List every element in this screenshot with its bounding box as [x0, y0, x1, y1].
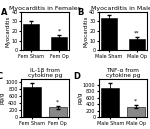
- Bar: [51, 37, 67, 50]
- Bar: [101, 88, 119, 117]
- Text: B: B: [77, 8, 83, 17]
- Title: TNF-α from
cytokine pg: TNF-α from cytokine pg: [106, 68, 140, 78]
- Text: C: C: [0, 72, 3, 81]
- Text: D: D: [73, 72, 80, 81]
- Bar: [23, 24, 39, 50]
- Y-axis label: pg/g: pg/g: [0, 92, 4, 104]
- Bar: [49, 107, 67, 117]
- Text: *: *: [134, 99, 137, 104]
- Text: *: *: [58, 29, 61, 34]
- Title: Myocarditis in Females: Myocarditis in Females: [9, 6, 81, 11]
- Text: *: *: [56, 100, 59, 105]
- Text: **: **: [134, 31, 140, 36]
- Bar: [129, 39, 145, 50]
- Bar: [101, 18, 117, 50]
- Title: Myocarditis in Males: Myocarditis in Males: [91, 6, 150, 11]
- Bar: [23, 87, 41, 117]
- Y-axis label: Myocarditis: Myocarditis: [84, 15, 88, 47]
- Text: A: A: [1, 8, 7, 17]
- Bar: [127, 107, 145, 117]
- Y-axis label: Myocarditis: Myocarditis: [6, 15, 11, 47]
- Title: IL-1β from
cytokine pg: IL-1β from cytokine pg: [28, 68, 62, 78]
- Y-axis label: pg/g: pg/g: [77, 92, 82, 104]
